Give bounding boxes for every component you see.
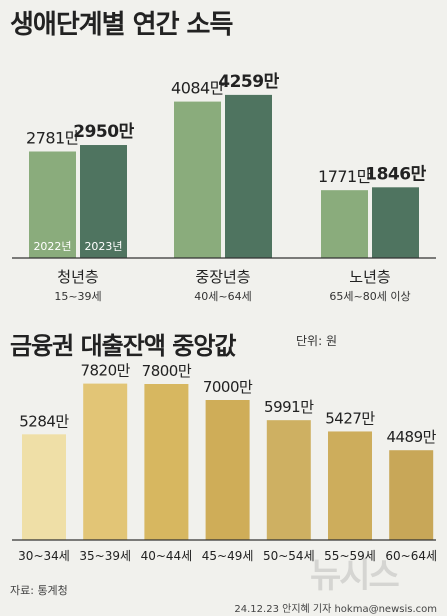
loan-bar xyxy=(22,434,66,540)
loan-chart-title: 금융권 대출잔액 중앙값 xyxy=(10,332,237,360)
loan-category-label: 40~44세 xyxy=(141,549,193,563)
income-bar xyxy=(225,94,272,258)
income-category-label: 노년층 xyxy=(349,268,390,286)
watermark: 뉴시스 xyxy=(310,556,400,596)
loan-category-label: 30~34세 xyxy=(18,549,70,563)
income-value-label: 2781만 xyxy=(26,128,80,147)
income-bar xyxy=(372,187,419,258)
loan-value-label: 5284만 xyxy=(19,412,69,430)
loan-bar xyxy=(205,400,250,540)
source-note: 자료: 통계청 xyxy=(10,584,68,597)
loan-value-label: 7000만 xyxy=(203,378,253,396)
legend-label: 2023년 xyxy=(84,240,122,253)
income-value-label: 1771만 xyxy=(318,167,372,186)
income-category-subtitle: 65세~80세 이상 xyxy=(329,290,410,303)
income-category-label: 중장년층 xyxy=(195,268,250,286)
income-bar xyxy=(29,151,76,258)
loan-value-label: 4489만 xyxy=(386,428,436,446)
unit-note: 단위: 원 xyxy=(296,334,337,348)
legend-label: 2022년 xyxy=(33,240,71,253)
income-bar xyxy=(80,145,127,258)
loan-category-label: 55~59세 xyxy=(324,549,376,563)
loan-bar xyxy=(83,383,128,540)
income-category-subtitle: 15~39세 xyxy=(54,290,101,303)
loan-category-label: 60~64세 xyxy=(385,549,437,563)
loan-bar-chart: 5284만 30~34세 7820만 35~39세 7800만 40~44세 7000만 45… xyxy=(12,362,437,563)
credit-line: 24.12.23 안지혜 기자 hokma@newsis.com xyxy=(234,604,437,615)
income-chart-title: 생애단계별 연간 소득 xyxy=(10,10,233,40)
income-bar xyxy=(174,101,221,258)
loan-value-label: 5427만 xyxy=(325,409,375,427)
income-value-label: 1846만 xyxy=(365,164,426,184)
income-value-label: 2950만 xyxy=(73,122,134,142)
income-value-label: 4084만 xyxy=(171,79,225,98)
loan-bar xyxy=(389,450,434,540)
loan-category-label: 45~49세 xyxy=(202,549,254,563)
loan-category-label: 50~54세 xyxy=(263,549,315,563)
loan-bar xyxy=(144,384,189,540)
loan-value-label: 7820만 xyxy=(80,362,130,380)
income-category-subtitle: 40세~64세 xyxy=(194,290,251,303)
loan-bar xyxy=(328,431,372,540)
loan-value-label: 7800만 xyxy=(142,362,192,380)
income-bar xyxy=(321,190,368,258)
loan-bar xyxy=(266,420,311,540)
income-value-label: 4259만 xyxy=(218,72,279,92)
loan-category-label: 35~39세 xyxy=(79,549,131,563)
income-category-label: 청년층 xyxy=(57,268,98,286)
loan-value-label: 5991만 xyxy=(264,398,314,416)
